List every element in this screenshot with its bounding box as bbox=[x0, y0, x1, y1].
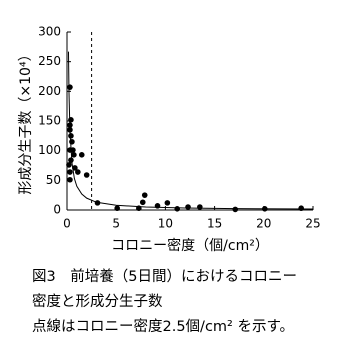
y-tick-label: 0 bbox=[53, 203, 61, 217]
x-tick-label: 20 bbox=[256, 217, 271, 231]
x-tick-label: 25 bbox=[305, 217, 320, 231]
point bbox=[164, 200, 171, 206]
caption-line: 点線はコロニー密度2.5個/cm² を示す。 bbox=[32, 318, 294, 335]
fit-curve bbox=[67, 51, 314, 210]
y-tick-label: 200 bbox=[38, 84, 61, 98]
caption-line: 密度と形成分生子数 bbox=[32, 293, 163, 310]
point bbox=[197, 204, 203, 210]
y-axis-label: 形成分生子数（×10⁴） bbox=[18, 47, 34, 194]
point bbox=[141, 192, 148, 198]
y-tick-label: 100 bbox=[38, 143, 61, 157]
y-tick-label: 250 bbox=[38, 54, 61, 68]
y-tick-label: 300 bbox=[38, 25, 61, 39]
point bbox=[75, 169, 81, 175]
point bbox=[67, 169, 73, 175]
point bbox=[298, 205, 304, 212]
point bbox=[68, 133, 74, 139]
y-tick-label: 150 bbox=[38, 114, 61, 128]
point bbox=[185, 204, 191, 210]
x-tick-label: 15 bbox=[207, 217, 222, 231]
x-tick-label: 10 bbox=[158, 217, 173, 231]
point bbox=[174, 206, 181, 212]
point bbox=[66, 162, 72, 168]
point bbox=[69, 138, 75, 145]
point bbox=[114, 205, 120, 212]
x-tick-label: 5 bbox=[112, 217, 120, 231]
point bbox=[139, 199, 146, 206]
x-tick-label: 0 bbox=[63, 217, 71, 231]
caption-line: 図3 前培養（5日間）におけるコロニー bbox=[32, 267, 297, 285]
x-axis-label: コロニー密度（個/cm²） bbox=[111, 237, 269, 254]
point bbox=[67, 176, 73, 183]
y-tick-label: 50 bbox=[46, 173, 61, 187]
point bbox=[232, 206, 239, 213]
point bbox=[78, 152, 85, 158]
point bbox=[83, 172, 90, 178]
point bbox=[68, 117, 74, 123]
point bbox=[67, 84, 73, 90]
point bbox=[71, 152, 77, 158]
point bbox=[72, 165, 78, 171]
